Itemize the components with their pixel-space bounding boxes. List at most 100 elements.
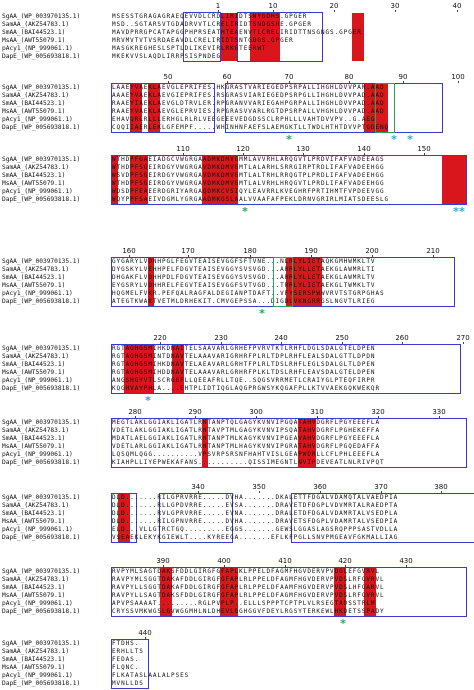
sequence-row: DapE_(WP_005693818.1) MKEKVVSLAQDLIRRPSIS… [0,53,474,61]
sequence-row: pAcy1_(NP_999061.1) FLKATASLAALALPSES [0,672,474,680]
sequence-residues: ERHLLTS [112,648,144,655]
identical-column-highlight [202,419,208,467]
sequence-residues: LQSQMLQGG..........VPSVRPSRSNFHAHTVISLGE… [112,451,380,458]
position-tick [463,342,464,344]
alignment-block-3: 110 120 130 140 150 SgAA_(WP_003970135.1) WTHD… [0,145,474,206]
position-tick [227,81,228,83]
sequence-residues: DHGAKFLVDHHPDLFDGVTEAISEVGGYSVSVGD...ARR… [112,274,376,281]
identical-column-highlight [148,258,154,306]
position-tick [195,416,196,418]
sequence-label: SamAA_(AKZ54783.1) [2,266,70,273]
sequence-residues: RGTAGHGSMIHKDNAVTELAEAVARLGRHTFPLRLTDSLR… [112,361,376,368]
position-tick [303,153,304,155]
identical-column-highlight [334,568,346,616]
identical-column-highlight [364,84,388,132]
sequence-row: SmAA_(BAI44523.1) MDATLAELGGIAKLIGATLRNTA… [0,435,474,443]
sequence-residues: VDETLARLGGIAKLIGATLRNTANPTMLHAGYKVNVIPGR… [112,443,380,450]
sequence-label: SamAA_(AKZ54783.1) [2,21,70,28]
sequence-label: DapE_(WP_005693818.1) [2,459,81,466]
position-number: 180 [243,247,257,255]
sequence-residues: CQQIIAERLEKLGFEMPF.....WHINHNFAEFSLAEMGK… [112,124,390,131]
sequence-row: SamAA_(AKZ54783.1) RGTAGHGSMINTDNAVTELAAA… [0,353,474,361]
position-tick [439,416,440,418]
position-tick [221,342,222,344]
sequence-label: DapE_(WP_005693818.1) [2,196,81,203]
alignment-block-4: 160 170 180 190 200 210 SgAA_(WP_003970135.1) G… [0,247,474,308]
position-tick [317,416,318,418]
sequence-row: SmAA_(BAI44523.1) DHGAKFLVDHHPDLFDGVTEAIS… [0,274,474,282]
position-number: 150 [417,145,431,153]
sequence-label: SgAA_(WP_003970135.1) [2,156,81,163]
sequence-row: pAcy1_(NP_999061.1) LQSQMLQGG..........VP… [0,451,474,459]
position-ruler: 1 10 20 30 40 [0,2,474,12]
position-tick [145,637,146,639]
position-number: 90 [398,73,408,81]
sequence-residues: EYGSRYLVDHHRELFEGVTEAISEVGGFSVTVGD...TRR… [112,282,376,289]
position-number: 40 [452,2,462,10]
position-ruler: 50 60 70 80 90 100 [0,73,474,83]
sequence-row: SmAA_(BAI44523.1) FEDAS. [0,656,474,664]
sequence-row: pAcy1_(NP_999061.1) APVPSAAAAT.........RG… [0,600,474,608]
position-tick [378,416,379,418]
sequence-residues: FEDAS. [112,656,140,663]
position-number: 300 [249,408,263,416]
position-number: 130 [296,145,310,153]
sequence-row: MsAA_(AWT55079.1) DLD.......RILGPNVRRE...… [0,518,474,526]
sequence-label: DapE_(WP_005693818.1) [2,124,81,131]
sequence-label: SgAA_(WP_003970135.1) [2,419,81,426]
sequence-row: SmAA_(BAI44523.1) DLD.......RVLGPRVRRE...… [0,510,474,518]
position-tick [457,10,458,12]
sequence-residues: WSVDPFSGEIRDGYVWGRGAVDMKDMVGMTLALTRHLRRQ… [112,172,385,179]
catalytic-site-box [273,257,293,307]
sequence-residues: ELD...VLLGTRCTGQ.........EGGS.......GEWS… [112,526,399,533]
sequence-residues: CRYSSVMKWGSLGVWGGMHLNLDHEVLGGHGGVFDEYLRG… [112,608,385,615]
sequence-label: MsAA_(AWT55079.1) [2,518,66,525]
sequence-row: MsAA_(AWT55079.1) RAVPYLLSAGTDAKSFDDLGIRG… [0,592,474,600]
position-tick [402,342,403,344]
sequence-label: SamAA_(AKZ54783.1) [2,353,70,360]
cyan-asterisk-marker: * [391,133,397,146]
sequence-label: MsAA_(AWT55079.1) [2,592,66,599]
sequence-label: pAcy1_(NP_999061.1) [2,600,73,607]
sequence-label: SamAA_(AKZ54783.1) [2,648,70,655]
sequence-row: DapE_(WP_005693818.1) MVNLLDS [0,680,474,688]
position-number: 410 [278,557,292,565]
position-number: 340 [191,483,205,491]
sequence-row: MsAA_(AWT55079.1) WTHDPFSGEIRDGYVWGRGAVDM… [0,180,474,188]
sequence-residues: MAVDPRRGPCATAPGGPHPRSEATHTEAENVTLCRELIRI… [112,29,362,36]
cyan-asterisk-marker: * [453,205,459,218]
sequence-label: SmAA_(BAI44523.1) [2,510,66,517]
position-number: 330 [432,408,446,416]
position-tick [168,81,169,83]
catalytic-site-box [375,83,395,133]
sequence-row: MsAA_(AWT55079.1) MRVMVTVTVSRDAEAVDLCRELI… [0,37,474,45]
sequence-row: SgAA_(WP_003970135.1) MEGTLAKLGGIAKLIGATL… [0,419,474,427]
position-number: 440 [138,629,152,637]
position-tick [364,153,365,155]
similarity-frame [237,12,323,62]
position-tick [129,255,130,257]
position-tick [218,10,219,12]
position-number: 350 [252,483,266,491]
similarity-frame [225,83,443,133]
position-number: 420 [338,557,352,565]
sequence-residues: MSD..SGTARSVTGDADRVVTLCRELIRIDTSNDGSHE.G… [112,21,312,28]
sequence-row: DapE_(WP_005693818.1) ATEGTKWAKTVETMLDRHE… [0,298,474,306]
sequence-label: SmAA_(BAI44523.1) [2,361,66,368]
sequence-row: SgAA_(WP_003970135.1) RVPYMLSAGTDAKSFDDLG… [0,568,474,576]
alignment-block-2: 50 60 70 80 90 100 SgAA_(WP_003970135.1) LAAEYV… [0,73,474,134]
alignment-block-6: 280 290 300 310 320 330 SgAA_(WP_003970135.1) M… [0,408,474,469]
sequence-residues: DLD.......RVLGPRVRRE.....EVNA.......DRAL… [112,510,399,517]
position-number: 370 [374,483,388,491]
position-tick [188,255,189,257]
sequence-label: pAcy1_(NP_999061.1) [2,526,73,533]
sequence-row: DapE_(WP_005693818.1) CRYSSVMKWGSLGVWGGMH… [0,608,474,616]
sequence-label: DapE_(WP_005693818.1) [2,53,81,60]
position-tick [281,342,282,344]
sequence-row: pAcy1_(NP_999061.1) ELD...VLLGTRCTGQ.....… [0,526,474,534]
position-number: 60 [222,73,232,81]
sequence-residues: MRVMVTVTVSRDAEAVDLCRELIRIDTSNTGDGS.GPGER [112,37,294,44]
position-tick [256,416,257,418]
alignment-block-8: 390 400 410 420 430 SgAA_(WP_003970135.1) RVPY… [0,557,474,618]
